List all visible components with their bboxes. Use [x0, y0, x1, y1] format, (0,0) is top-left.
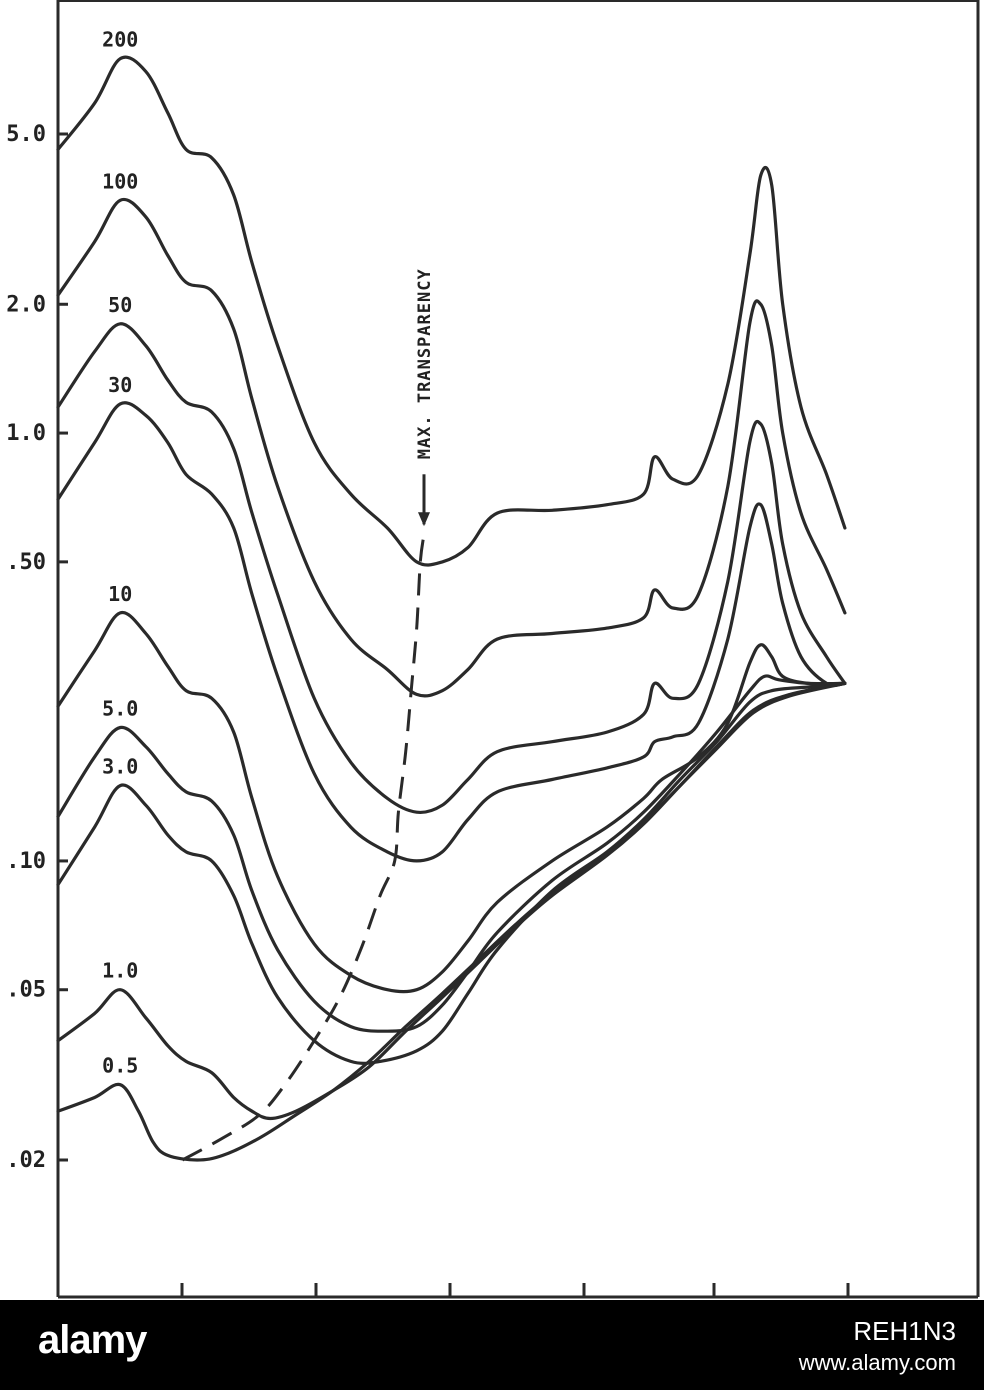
curve-10	[56, 610, 847, 994]
y-tick-label: 1.0	[6, 421, 46, 446]
curve-3-0	[56, 681, 847, 1065]
annotation-arrow-head	[418, 512, 430, 527]
curve-label: 50	[108, 293, 132, 317]
max-transparency-label: MAX. TRANSPARENCY	[415, 268, 435, 459]
curve-label: 30	[108, 373, 132, 397]
y-tick-label: 5.0	[6, 122, 46, 147]
site-url: www.alamy.com	[798, 1350, 956, 1375]
curve-100	[56, 197, 847, 698]
curve-label: 3.0	[102, 755, 138, 779]
tick-marks	[58, 132, 850, 1297]
y-tick-label: .05	[6, 978, 46, 1003]
curve-50	[56, 322, 847, 815]
curve-label: 5.0	[102, 697, 138, 721]
curve-label: 10	[108, 582, 132, 606]
curve-label: 200	[102, 28, 138, 52]
annotations: MAX. TRANSPARENCY	[415, 268, 435, 527]
chart-svg: 5.0 2.0 1.0 .50 .10 .05 .02 200 100 50 30 10 5.0 3.0…	[6, 0, 980, 1299]
watermark-footer: alamy REH1N3 www.alamy.com	[0, 1300, 984, 1390]
curves	[56, 55, 847, 1162]
curve-0-5	[56, 681, 847, 1162]
curve-30	[56, 401, 847, 863]
max-transparency-dashed-line	[181, 534, 426, 1162]
curve-200	[56, 55, 847, 567]
y-tick-labels: 5.0 2.0 1.0 .50 .10 .05 .02	[6, 122, 46, 1173]
y-tick-label: 2.0	[6, 292, 46, 317]
max-transparency-path	[181, 534, 426, 1162]
curve-5-0	[56, 674, 847, 1033]
chart-frame	[56, 0, 980, 1299]
image-id: REH1N3	[853, 1316, 956, 1346]
chart-area: 5.0 2.0 1.0 .50 .10 .05 .02 200 100 50 30 10 5.0 3.0…	[6, 0, 980, 1299]
alamy-logo: alamy	[38, 1318, 147, 1362]
curve-label: 100	[102, 169, 138, 193]
curve-1-0	[56, 681, 847, 1121]
curve-label: 0.5	[102, 1054, 138, 1078]
curve-label: 1.0	[102, 959, 138, 983]
y-tick-label: .02	[6, 1148, 46, 1173]
curve-labels: 200 100 50 30 10 5.0 3.0 1.0 0.5	[102, 28, 138, 1078]
y-tick-label: .50	[6, 550, 46, 575]
y-tick-label: .10	[6, 849, 46, 874]
